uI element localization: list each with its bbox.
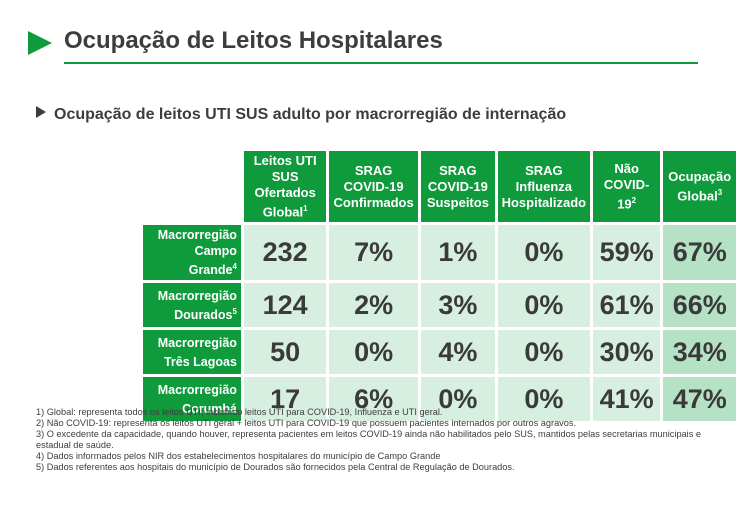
table-row: Macrorregião Três Lagoas 50 0% 4% 0% 30% 34% (143, 330, 736, 375)
row-header-line1: Macrorregião (157, 382, 237, 397)
column-header-sup: 3 (717, 188, 723, 197)
table-cell: 7% (329, 225, 418, 281)
table-cell: 61% (592, 283, 661, 328)
footnote: 3) O excedente da capacidade, quando hou… (36, 429, 701, 450)
row-header-line2: Campo Grande (188, 244, 237, 278)
row-header-sup: 4 (232, 262, 237, 272)
table-cell: 66% (663, 283, 736, 328)
table-cell: 0% (420, 377, 495, 422)
table-cell: 2% (329, 283, 418, 328)
column-header-suspeitos: SRAG COVID-19 Suspeitos (420, 151, 495, 223)
column-header-ocupacao-global: Ocupação Global3 (663, 151, 736, 223)
row-header-macrorregiao: Macrorregião Três Lagoas (143, 330, 241, 375)
column-header-confirmados: SRAG COVID-19 Confirmados (329, 151, 418, 223)
table-corner (143, 151, 241, 222)
row-header-line1: Macrorregião (157, 335, 237, 350)
title-divider (64, 62, 698, 64)
column-header-label: Ocupação Global (668, 169, 732, 204)
row-header-line2: Corumbá (182, 402, 237, 417)
table-cell: 30% (592, 330, 661, 375)
column-header-nao-covid: Não COVID-192 (592, 151, 661, 223)
table-cell: 232 (243, 225, 327, 281)
table-row: Macrorregião Corumbá 17 6% 0% 0% 41% 47% (143, 377, 736, 422)
row-header-line1: Macrorregião (157, 228, 237, 243)
section-subtitle-text: Ocupação de leitos UTI SUS adulto por ma… (54, 106, 567, 123)
column-header-label: Não COVID-19 (603, 161, 650, 212)
table-cell: 3% (420, 283, 495, 328)
column-header-leitos: Leitos UTI SUS Ofertados Global1 (243, 151, 327, 223)
table-cell: 34% (663, 330, 736, 375)
table-cell: 0% (497, 330, 590, 375)
table-cell: 0% (497, 283, 590, 328)
table-cell: 6% (329, 377, 418, 422)
footnote: 2) Não COVID-19: representa os leitos UT… (36, 418, 577, 428)
column-header-influenza: SRAG Influenza Hospitalizado (497, 151, 590, 223)
row-header-macrorregiao: Macrorregião Corumbá (143, 377, 241, 422)
table-cell: 47% (663, 377, 736, 422)
table-header-row: Leitos UTI SUS Ofertados Global1 SRAG CO… (143, 151, 736, 223)
table-cell: 124 (243, 283, 327, 328)
footnotes: 1) Global: representa todos os leitos UT… (36, 407, 706, 473)
page-title: Ocupação de Leitos Hospitalares (64, 27, 443, 54)
column-header-label: SRAG COVID-19 Confirmados (333, 162, 414, 210)
column-header-label: Leitos UTI SUS Ofertados Global (253, 153, 317, 220)
column-header-sup: 2 (631, 196, 637, 205)
triangle-bullet-icon (36, 106, 46, 118)
section-subtitle: Ocupação de leitos UTI SUS adulto por ma… (36, 106, 566, 124)
table-cell: 0% (497, 225, 590, 281)
row-header-sup: 5 (232, 306, 237, 316)
table-cell: 0% (497, 377, 590, 422)
row-header-line2: Três Lagoas (163, 355, 237, 370)
table-cell: 1% (420, 225, 495, 281)
table-row: Macrorregião Campo Grande4 232 7% 1% 0% 59% 67% (143, 225, 736, 281)
table-row: Macrorregião Dourados5 124 2% 3% 0% 61% 66% (143, 283, 736, 328)
column-header-sup: 1 (303, 204, 308, 213)
row-header-macrorregiao: Macrorregião Campo Grande4 (143, 225, 241, 281)
table-cell: 4% (420, 330, 495, 375)
row-header-macrorregiao: Macrorregião Dourados5 (143, 283, 241, 328)
table-cell: 67% (663, 225, 736, 281)
footnote: 1) Global: representa todos os leitos UT… (36, 407, 443, 417)
footnote: 4) Dados informados pelos NIR dos estabe… (36, 451, 441, 461)
row-header-line2: Dourados (174, 308, 233, 323)
table-cell: 0% (329, 330, 418, 375)
column-header-label: SRAG Influenza Hospitalizado (501, 162, 587, 210)
footnote: 5) Dados referentes aos hospitais do mun… (36, 462, 515, 472)
title-arrow-icon (28, 31, 52, 55)
table-cell: 50 (243, 330, 327, 375)
table-cell: 41% (592, 377, 661, 422)
table-cell: 59% (592, 225, 661, 281)
row-header-line1: Macrorregião (157, 288, 237, 303)
table-cell: 17 (243, 377, 327, 422)
column-header-label: SRAG COVID-19 Suspeitos (426, 162, 489, 210)
occupancy-table: Leitos UTI SUS Ofertados Global1 SRAG CO… (140, 148, 739, 424)
